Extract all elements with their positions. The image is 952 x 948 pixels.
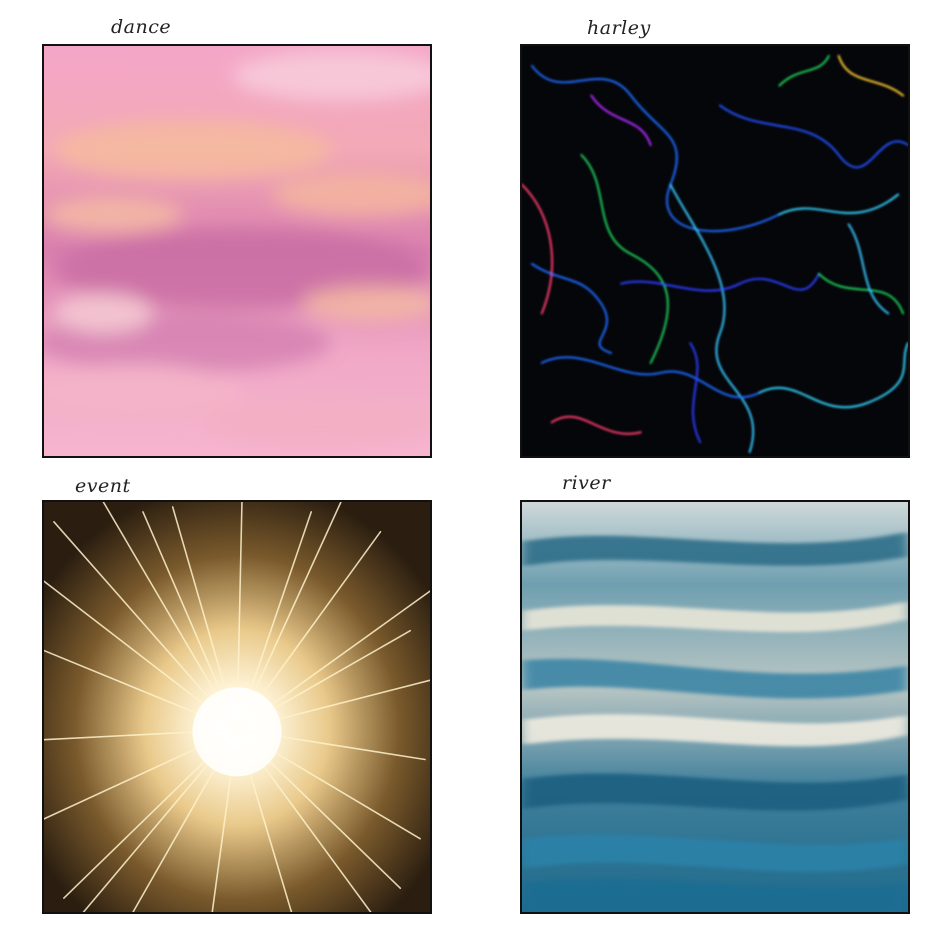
sparkler-burst-photo xyxy=(44,502,430,912)
tile-label-dance: dance xyxy=(111,16,172,38)
dance-image[interactable] xyxy=(42,44,432,458)
harley-image[interactable] xyxy=(520,44,910,458)
tile-label-event: event xyxy=(75,475,131,497)
pink-clouds-painting xyxy=(44,46,430,456)
neon-glowing-edges-abstract xyxy=(522,46,908,456)
tile-label-river: river xyxy=(562,472,611,494)
motion-blur-water-photo xyxy=(522,502,908,912)
event-image[interactable] xyxy=(42,500,432,914)
river-image[interactable] xyxy=(520,500,910,914)
tile-label-harley: harley xyxy=(587,17,651,39)
